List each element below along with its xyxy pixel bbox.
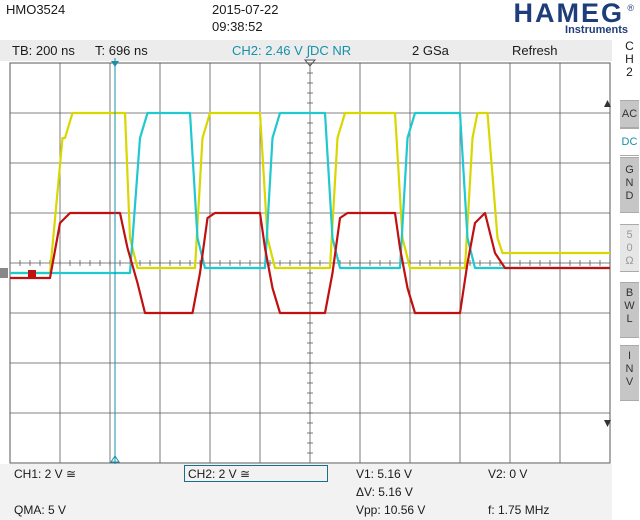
menu-coupling-ac[interactable]: AC: [620, 100, 639, 128]
ground-marker-icon: [0, 268, 8, 278]
ch1-scale[interactable]: CH1: 2 V ≅: [14, 467, 76, 482]
model-label: HMO3524: [6, 2, 65, 17]
timebase-readout[interactable]: TB: 200 ns: [12, 43, 75, 58]
trigger-time-readout[interactable]: T: 696 ns: [95, 43, 148, 58]
date-label: 2015-07-22: [212, 2, 279, 17]
trigger-level: CH2: 2.46 V: [232, 43, 303, 58]
cursor-v2: V2: 0 V: [488, 467, 527, 482]
brand-sub: Instruments: [565, 24, 628, 36]
qma-readout: QMA: 5 V: [14, 503, 66, 518]
waveform-screen[interactable]: [10, 61, 612, 464]
brand-reg: ®: [627, 3, 634, 13]
frequency-readout: f: 1.75 MHz: [488, 503, 549, 518]
trigger-coupling: DC NR: [310, 43, 351, 58]
vpp-readout: Vpp: 10.56 V: [356, 503, 425, 518]
time-label: 09:38:52: [212, 19, 263, 34]
ch2-scale[interactable]: CH2: 2 V ≅: [188, 467, 250, 482]
sample-rate-readout: 2 GSa: [412, 43, 449, 58]
cursor-v1: V1: 5.16 V: [356, 467, 412, 482]
acquire-mode[interactable]: Refresh: [512, 43, 558, 58]
menu-coupling-dc[interactable]: DC: [620, 128, 639, 156]
trigger-readout[interactable]: CH2: 2.46 V ∫DC NR: [232, 43, 351, 58]
cursor-delta-v: ΔV: 5.16 V: [356, 485, 413, 500]
hameg-logo: HAMEG ® Instruments: [452, 1, 634, 39]
